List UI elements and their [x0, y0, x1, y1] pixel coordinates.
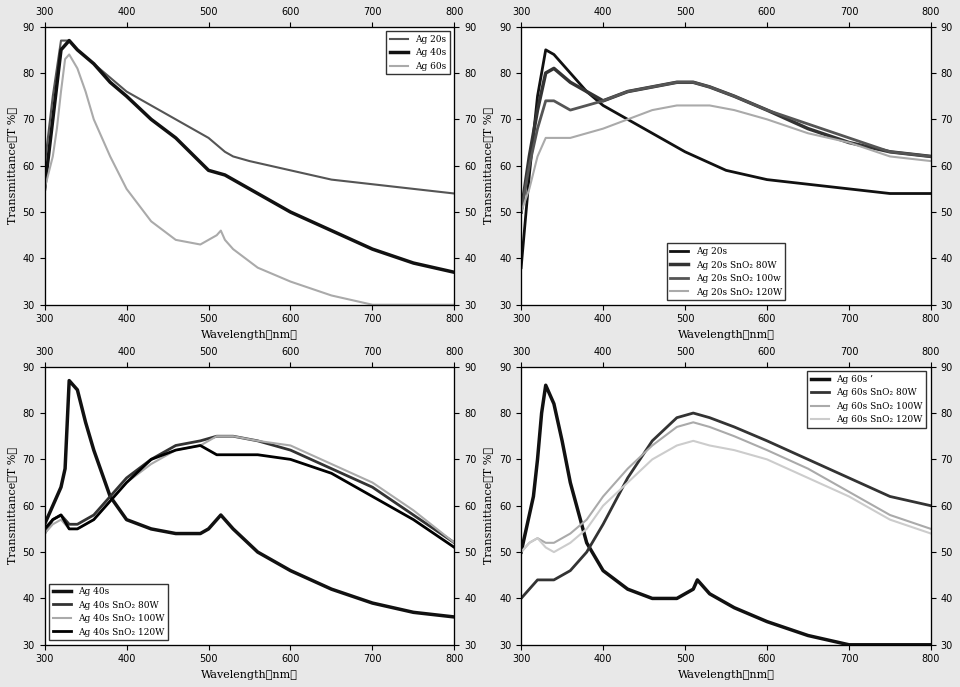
X-axis label: Wavelength（nm）: Wavelength（nm） — [201, 330, 298, 340]
Y-axis label: Transmittance（T %）: Transmittance（T %） — [7, 107, 17, 224]
Legend: Ag 60s ’, Ag 60s SnO₂ 80W, Ag 60s SnO₂ 100W, Ag 60s SnO₂ 120W: Ag 60s ’, Ag 60s SnO₂ 80W, Ag 60s SnO₂ 1… — [807, 371, 926, 428]
Y-axis label: Transmittance（T %）: Transmittance（T %） — [484, 447, 493, 564]
Y-axis label: Transmittance（T %）: Transmittance（T %） — [7, 447, 17, 564]
X-axis label: Wavelength（nm）: Wavelength（nm） — [201, 670, 298, 680]
Legend: Ag 20s, Ag 40s, Ag 60s: Ag 20s, Ag 40s, Ag 60s — [386, 31, 450, 74]
Legend: Ag 20s, Ag 20s SnO₂ 80W, Ag 20s SnO₂ 100w, Ag 20s SnO₂ 120W: Ag 20s, Ag 20s SnO₂ 80W, Ag 20s SnO₂ 100… — [666, 243, 785, 300]
Legend: Ag 40s, Ag 40s SnO₂ 80W, Ag 40s SnO₂ 100W, Ag 40s SnO₂ 120W: Ag 40s, Ag 40s SnO₂ 80W, Ag 40s SnO₂ 100… — [49, 583, 168, 640]
X-axis label: Wavelength（nm）: Wavelength（nm） — [678, 330, 775, 340]
X-axis label: Wavelength（nm）: Wavelength（nm） — [678, 670, 775, 680]
Y-axis label: Transmittance（T %）: Transmittance（T %） — [484, 107, 493, 224]
